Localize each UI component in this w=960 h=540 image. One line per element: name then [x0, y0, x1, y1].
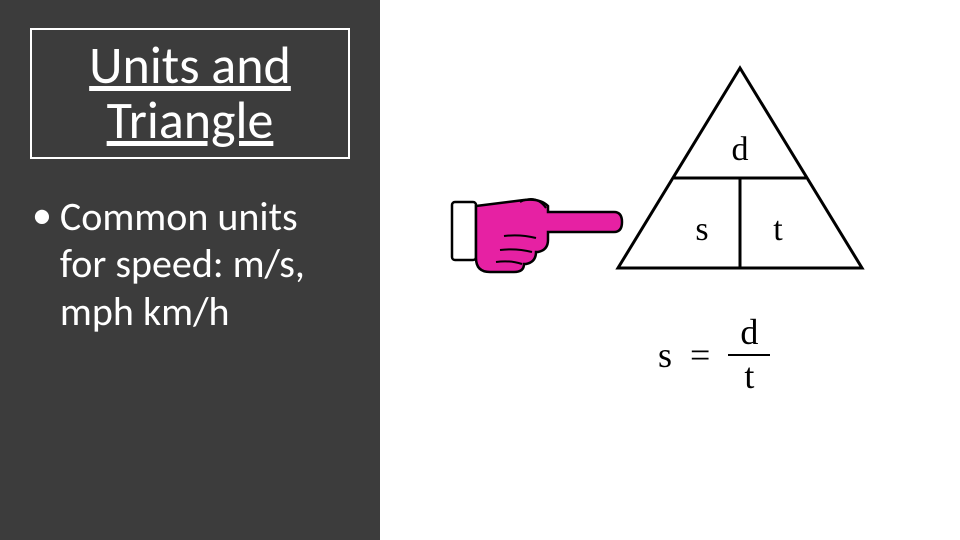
- triangle-bottom-right-label: t: [773, 211, 783, 248]
- speed-formula: s = d t: [658, 310, 878, 400]
- triangle-top-label: d: [732, 131, 749, 168]
- bullet-dot-icon: •: [32, 193, 52, 237]
- bullet-text: Common units for speed: m/s, mph km/h: [60, 193, 350, 335]
- slide-title: Units and Triangle: [46, 38, 334, 147]
- triangle-bottom-left-label: s: [695, 211, 708, 248]
- diagram-area: d s t s = d t: [450, 60, 880, 360]
- right-panel: d s t s = d t: [380, 0, 960, 540]
- formula-fraction: d t: [728, 314, 770, 396]
- bullet-item: • Common units for speed: m/s, mph km/h: [30, 193, 350, 335]
- formula-lhs: s: [658, 334, 672, 376]
- pointing-hand-icon: [450, 180, 625, 280]
- title-box: Units and Triangle: [30, 28, 350, 159]
- formula-equals: =: [690, 334, 710, 376]
- bullet-block: • Common units for speed: m/s, mph km/h: [24, 193, 356, 335]
- formula-triangle-icon: d s t: [610, 60, 870, 280]
- formula-numerator: d: [732, 314, 766, 354]
- left-panel: Units and Triangle • Common units for sp…: [0, 0, 380, 540]
- formula-denominator: t: [736, 356, 762, 396]
- hand-cuff: [452, 202, 476, 260]
